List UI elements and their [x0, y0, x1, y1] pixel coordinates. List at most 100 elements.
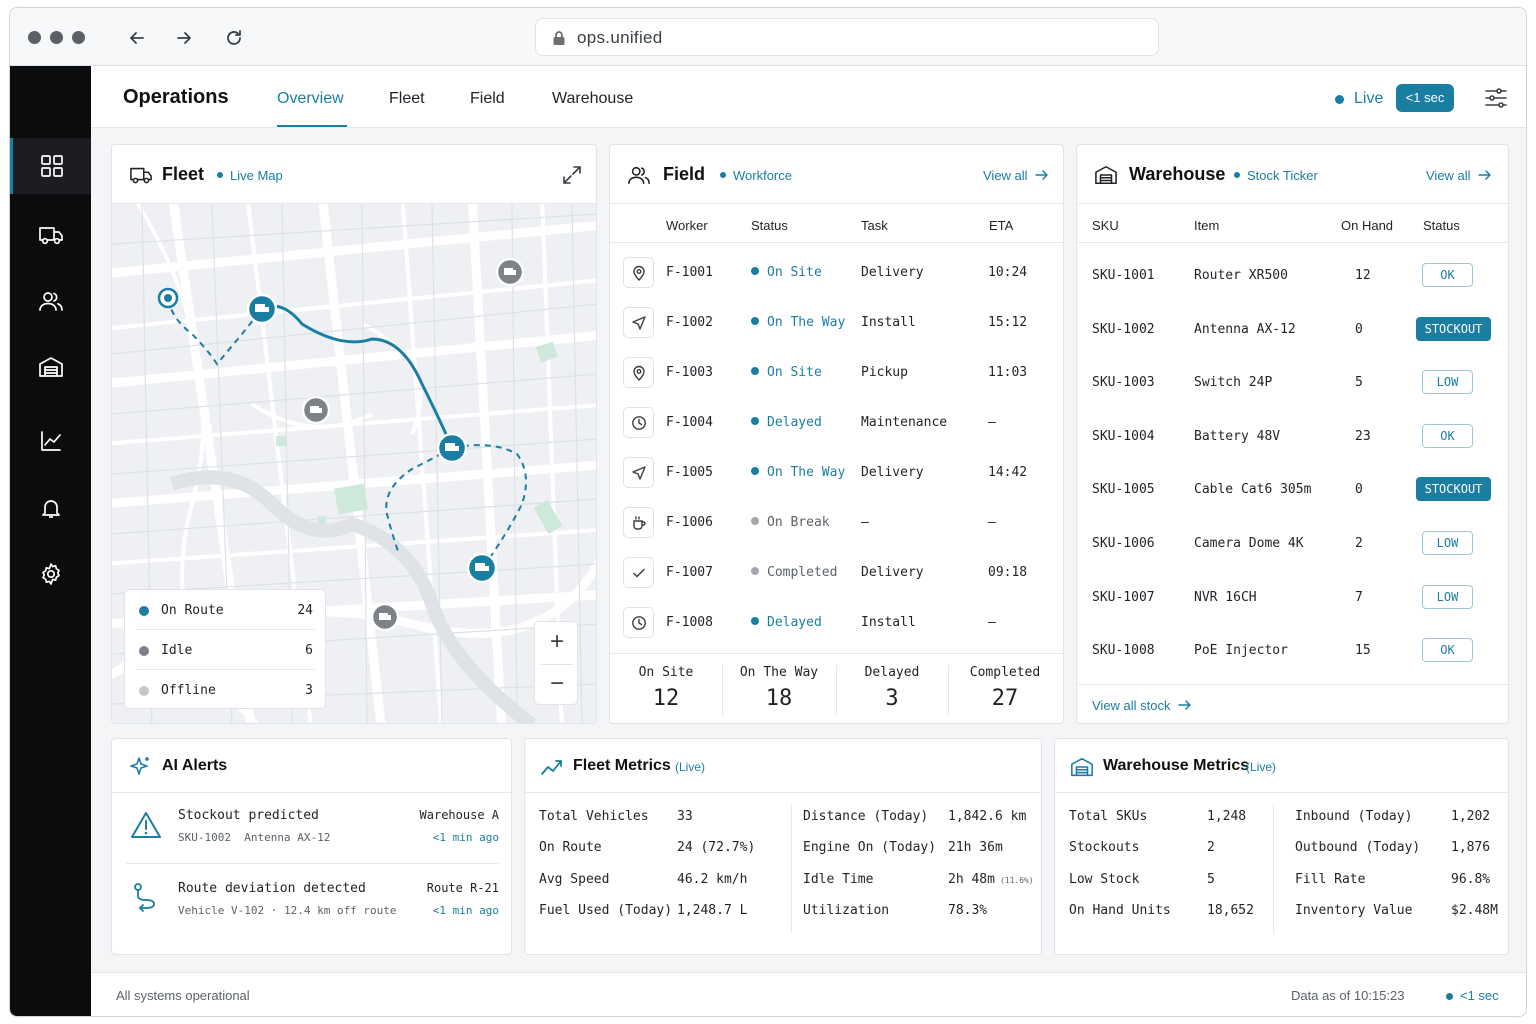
table-row[interactable]: SKU-1006 Camera Dome 4K 2 LOW [1077, 529, 1508, 557]
item-name: PoE Injector [1194, 643, 1288, 659]
vehicle-marker-idle[interactable] [495, 257, 525, 287]
task-label: — [861, 515, 869, 530]
vehicle-marker-on-route[interactable] [436, 432, 468, 464]
system-status: All systems operational [116, 988, 250, 1003]
eta-value: 15:12 [988, 315, 1028, 330]
clock-icon [623, 607, 654, 638]
live-indicator: (Live) [675, 760, 706, 774]
window-maximize-dot[interactable] [72, 31, 85, 44]
column-header-sku[interactable]: SKU [1092, 218, 1119, 233]
table-row[interactable]: F-1007 Completed Delivery 09:18 [610, 557, 1063, 589]
table-row[interactable]: F-1002 On The Way Install 15:12 [610, 307, 1063, 339]
metric-value: 33 [677, 809, 693, 824]
tab-overview[interactable]: Overview [277, 90, 344, 107]
column-header-worker[interactable]: Worker [666, 218, 708, 233]
footer-latency: <1 sec [1460, 988, 1499, 1003]
sku-value: SKU-1006 [1092, 536, 1155, 551]
table-row[interactable]: F-1001 On Site Delivery 10:24 [610, 257, 1063, 289]
table-row[interactable]: SKU-1007 NVR 16CH 7 LOW [1077, 583, 1508, 611]
sidebar-item-analytics[interactable] [10, 413, 91, 469]
clock-icon [623, 407, 654, 438]
truck-icon [130, 167, 152, 184]
task-label: Install [861, 615, 916, 630]
sidebar-item-fleet[interactable] [10, 207, 91, 263]
table-row[interactable]: SKU-1005 Cable Cat6 305m 0 STOCKOUT [1077, 475, 1508, 503]
sku-value: SKU-1007 [1092, 589, 1155, 605]
divider [1055, 792, 1508, 793]
back-icon[interactable] [123, 24, 151, 52]
vehicle-marker-idle[interactable] [370, 602, 400, 632]
column-header-eta[interactable]: ETA [989, 218, 1014, 233]
table-row[interactable]: SKU-1003 Switch 24P 5 LOW [1077, 368, 1508, 396]
sidebar-item-alerts[interactable] [10, 480, 91, 536]
metric-value: 1,248.7 L [677, 902, 748, 918]
grid-icon [41, 155, 63, 177]
sidebar-item-overview[interactable] [10, 138, 91, 194]
field-card: Field Workforce View all Worker Status T… [609, 144, 1064, 724]
eta-value: — [988, 415, 996, 430]
on-hand-value: 7 [1355, 589, 1363, 605]
sku-value: SKU-1003 [1092, 375, 1155, 391]
table-row[interactable]: SKU-1008 PoE Injector 15 OK [1077, 636, 1508, 664]
divider [112, 792, 511, 793]
arrow-right-icon [1035, 170, 1048, 180]
status-dot [751, 267, 759, 275]
zoom-out-button[interactable]: − [549, 670, 564, 697]
metric-value: 96.8% [1451, 871, 1491, 887]
table-row[interactable]: F-1003 On Site Pickup 11:03 [610, 357, 1063, 389]
divider [791, 805, 792, 933]
table-row[interactable]: F-1005 On The Way Delivery 14:42 [610, 457, 1063, 489]
metric-label: On Route [539, 840, 602, 856]
task-label: Pickup [861, 365, 908, 380]
summary-on-the-way: On The Way 18 [723, 665, 835, 711]
zoom-in-button[interactable]: + [549, 628, 564, 655]
table-row[interactable]: SKU-1004 Battery 48V 23 OK [1077, 422, 1508, 450]
status-dot [751, 517, 759, 525]
tab-field[interactable]: Field [470, 90, 505, 107]
worker-id: F-1008 [666, 615, 713, 630]
window-close-dot[interactable] [28, 31, 41, 44]
alert-item[interactable]: Route deviation detected Vehicle V-102 ·… [112, 864, 511, 934]
column-header-status[interactable]: Status [751, 218, 788, 233]
reload-icon[interactable] [220, 24, 248, 52]
view-all-stock-link[interactable]: View all stock [1092, 698, 1192, 713]
status-dot [751, 417, 759, 425]
sidebar-item-settings[interactable] [10, 546, 91, 602]
window-minimize-dot[interactable] [50, 31, 63, 44]
column-header-task[interactable]: Task [861, 218, 888, 233]
column-header-item[interactable]: Item [1194, 218, 1220, 233]
legend-label: On Route [161, 603, 224, 618]
on-hand-value: 23 [1355, 428, 1371, 444]
tab-warehouse[interactable]: Warehouse [552, 90, 634, 107]
table-row[interactable]: F-1004 Delayed Maintenance — [610, 407, 1063, 439]
route-icon [134, 883, 155, 912]
table-row[interactable]: F-1008 Delayed Install — [610, 607, 1063, 639]
table-row[interactable]: F-1006 On Break — — [610, 507, 1063, 539]
field-view-all-link[interactable]: View all [983, 168, 1049, 183]
alert-item[interactable]: Stockout predicted SKU-1002 Antenna AX-1… [112, 793, 511, 863]
vehicle-marker-idle[interactable] [301, 395, 331, 425]
column-header-status[interactable]: Status [1423, 218, 1460, 233]
column-header-on-hand[interactable]: On Hand [1341, 218, 1394, 233]
vehicle-marker-on-route[interactable] [466, 552, 498, 584]
filter-settings-icon[interactable] [1484, 86, 1508, 110]
worker-id: F-1002 [666, 315, 713, 330]
status-badge: STOCKOUT [1416, 316, 1491, 341]
divider [112, 203, 596, 204]
alerts-title: AI Alerts [162, 757, 228, 774]
warehouse-view-all-link[interactable]: View all [1426, 168, 1492, 183]
vehicle-marker-on-route[interactable] [246, 293, 278, 325]
forward-icon[interactable] [170, 24, 198, 52]
chart-icon [40, 431, 61, 451]
tab-fleet[interactable]: Fleet [389, 90, 425, 107]
expand-icon[interactable] [562, 165, 582, 185]
warehouse-metrics-card: Warehouse Metrics (Live) Total SKUs 1,248… [1054, 738, 1509, 955]
on-hand-value: 15 [1355, 643, 1371, 659]
page-title: Operations [123, 86, 229, 108]
address-bar[interactable]: ops.unified [535, 18, 1159, 56]
table-row[interactable]: SKU-1002 Antenna AX-12 0 STOCKOUT [1077, 315, 1508, 343]
sidebar [10, 66, 91, 1016]
sidebar-item-warehouse[interactable] [10, 339, 91, 395]
table-row[interactable]: SKU-1001 Router XR500 12 OK [1077, 261, 1508, 289]
sidebar-item-field[interactable] [10, 273, 91, 329]
